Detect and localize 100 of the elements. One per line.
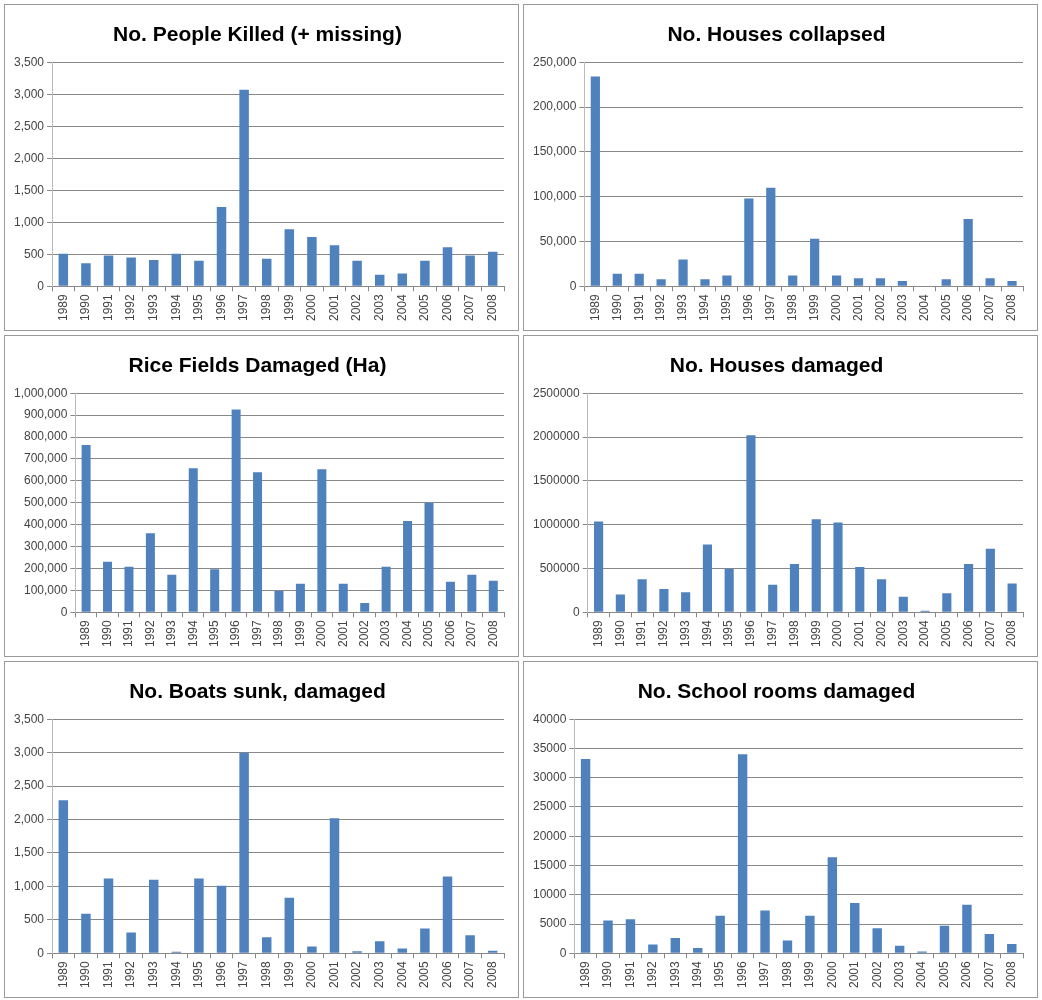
bar bbox=[210, 569, 220, 612]
y-tick-label: 1000000 bbox=[533, 516, 581, 531]
x-tick-label: 2007 bbox=[981, 960, 996, 989]
bar bbox=[126, 932, 136, 953]
bar bbox=[724, 568, 734, 612]
bar bbox=[231, 409, 241, 612]
bar bbox=[442, 876, 453, 953]
bar bbox=[338, 583, 348, 612]
x-tick-label: 2003 bbox=[372, 293, 387, 322]
bar bbox=[615, 594, 625, 612]
x-tick-label: 1989 bbox=[587, 293, 602, 322]
bar bbox=[307, 237, 317, 286]
y-tick-label: 150,000 bbox=[532, 144, 577, 159]
x-tick-label: 1991 bbox=[100, 960, 115, 989]
bar bbox=[876, 579, 887, 612]
bar bbox=[805, 915, 815, 953]
bar bbox=[295, 583, 305, 612]
bar bbox=[420, 928, 430, 953]
x-tick-label: 1991 bbox=[622, 960, 637, 989]
bar bbox=[148, 260, 159, 286]
bar bbox=[397, 948, 408, 953]
bar bbox=[962, 904, 972, 953]
y-tick-label: 1,000,000 bbox=[13, 385, 68, 400]
y-tick-label: 500,000 bbox=[23, 495, 68, 510]
y-tick-label: 0 bbox=[60, 604, 68, 619]
y-tick-label: 200,000 bbox=[532, 99, 577, 114]
x-tick-label: 2002 bbox=[873, 619, 888, 648]
y-tick-label: 2,500 bbox=[14, 778, 45, 793]
x-tick-label: 2004 bbox=[399, 619, 414, 648]
bar bbox=[329, 818, 340, 953]
bar bbox=[811, 519, 821, 612]
bar bbox=[261, 937, 272, 953]
x-tick-label: 1997 bbox=[757, 960, 772, 989]
x-tick-label: 1997 bbox=[236, 293, 251, 322]
bar bbox=[274, 591, 284, 612]
y-tick-label: 250,000 bbox=[532, 54, 577, 69]
bar bbox=[681, 592, 691, 612]
x-tick-label: 1997 bbox=[765, 619, 780, 648]
bar bbox=[465, 255, 475, 286]
bar bbox=[194, 878, 204, 953]
x-tick-label: 2006 bbox=[442, 619, 457, 648]
x-tick-label: 2003 bbox=[891, 960, 906, 989]
x-tick-label: 1992 bbox=[123, 293, 138, 322]
x-tick-label: 1990 bbox=[78, 293, 93, 322]
bar bbox=[145, 533, 155, 612]
x-tick-label: 1997 bbox=[236, 960, 251, 989]
x-tick-label: 1994 bbox=[168, 293, 183, 322]
bar bbox=[420, 260, 430, 286]
x-tick-label: 2001 bbox=[326, 960, 341, 989]
x-tick-label: 2007 bbox=[982, 619, 997, 648]
x-tick-label: 1999 bbox=[281, 960, 296, 989]
x-tick-label: 2005 bbox=[417, 960, 432, 989]
bar bbox=[374, 941, 385, 953]
bar bbox=[789, 564, 800, 612]
x-tick-label: 2008 bbox=[1004, 960, 1019, 989]
x-tick-label: 2008 bbox=[485, 960, 500, 989]
x-tick-label: 2007 bbox=[462, 293, 477, 322]
x-tick-label: 1997 bbox=[249, 619, 264, 648]
x-tick-label: 1991 bbox=[100, 293, 115, 322]
bar bbox=[898, 596, 908, 612]
bar bbox=[216, 206, 227, 286]
x-tick-label: 1995 bbox=[191, 960, 206, 989]
y-tick-label: 1,000 bbox=[14, 878, 45, 893]
x-tick-label: 1998 bbox=[779, 960, 794, 989]
bar bbox=[381, 566, 391, 612]
bar bbox=[702, 544, 712, 612]
bar bbox=[693, 948, 703, 953]
bar bbox=[715, 915, 725, 953]
y-tick-label: 1,500 bbox=[14, 845, 45, 860]
bar bbox=[467, 574, 477, 612]
y-tick-label: 3,500 bbox=[14, 54, 45, 69]
bar bbox=[81, 444, 91, 612]
x-tick-label: 1997 bbox=[763, 293, 778, 322]
x-tick-label: 1993 bbox=[146, 293, 161, 322]
bar bbox=[941, 279, 951, 286]
x-tick-label: 1993 bbox=[677, 619, 692, 648]
chart-title: No. Houses damaged bbox=[669, 353, 884, 377]
x-tick-label: 1996 bbox=[741, 293, 756, 322]
x-tick-label: 1998 bbox=[785, 293, 800, 322]
x-tick-label: 2002 bbox=[872, 293, 887, 322]
bar bbox=[788, 275, 798, 286]
bar bbox=[985, 278, 995, 286]
bar bbox=[58, 253, 69, 286]
x-tick-label: 1989 bbox=[78, 619, 93, 648]
bar bbox=[424, 502, 434, 612]
bar bbox=[985, 548, 995, 612]
bar bbox=[782, 940, 793, 953]
bar bbox=[465, 935, 475, 953]
bar bbox=[744, 198, 754, 286]
x-tick-label: 1991 bbox=[121, 619, 136, 648]
x-tick-label: 1990 bbox=[99, 619, 114, 648]
x-tick-label: 2001 bbox=[326, 293, 341, 322]
y-tick-label: 25000 bbox=[532, 799, 567, 814]
x-tick-label: 1996 bbox=[213, 960, 228, 989]
x-tick-label: 1995 bbox=[719, 293, 734, 322]
bar bbox=[148, 879, 159, 953]
bar bbox=[171, 253, 182, 286]
x-tick-label: 2000 bbox=[830, 619, 845, 648]
x-tick-label: 2008 bbox=[1004, 619, 1019, 648]
bar bbox=[445, 581, 455, 612]
